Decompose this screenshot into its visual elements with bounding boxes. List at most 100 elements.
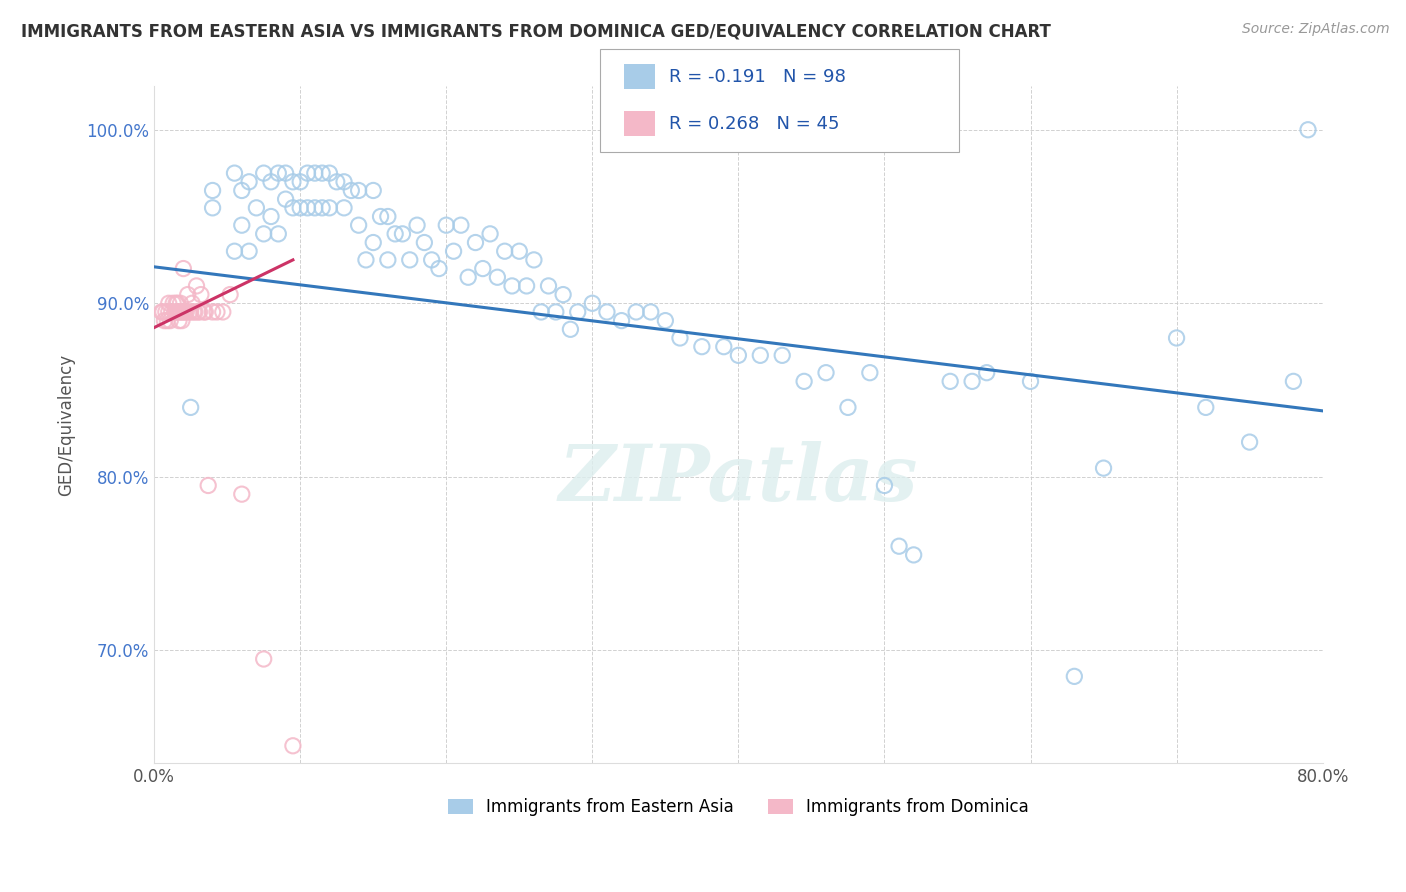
Point bbox=[160, 305, 183, 319]
Point bbox=[610, 313, 633, 327]
Point bbox=[333, 201, 356, 215]
Point bbox=[873, 478, 896, 492]
Point bbox=[516, 279, 538, 293]
Point bbox=[174, 305, 197, 319]
Point bbox=[150, 305, 173, 319]
Point bbox=[290, 201, 312, 215]
Point bbox=[238, 175, 260, 189]
Point bbox=[1092, 461, 1115, 475]
Point bbox=[177, 287, 200, 301]
Point bbox=[165, 296, 187, 310]
Point bbox=[669, 331, 692, 345]
Point bbox=[194, 305, 217, 319]
Point bbox=[267, 166, 290, 180]
Point bbox=[165, 305, 187, 319]
Point bbox=[770, 348, 793, 362]
Point bbox=[544, 305, 567, 319]
Point bbox=[297, 201, 319, 215]
Point bbox=[471, 261, 494, 276]
Point bbox=[508, 244, 530, 259]
Point bbox=[159, 313, 181, 327]
Point bbox=[450, 218, 472, 232]
Point bbox=[197, 478, 219, 492]
Point bbox=[434, 218, 457, 232]
Point bbox=[162, 296, 184, 310]
Point bbox=[377, 252, 399, 267]
Point bbox=[169, 296, 191, 310]
Point bbox=[654, 313, 676, 327]
Text: IMMIGRANTS FROM EASTERN ASIA VS IMMIGRANTS FROM DOMINICA GED/EQUIVALENCY CORRELA: IMMIGRANTS FROM EASTERN ASIA VS IMMIGRAN… bbox=[21, 22, 1050, 40]
Point bbox=[180, 305, 202, 319]
Point bbox=[793, 375, 815, 389]
Point bbox=[384, 227, 406, 241]
Point bbox=[560, 322, 582, 336]
Point bbox=[245, 201, 267, 215]
Point bbox=[1282, 375, 1305, 389]
Point bbox=[156, 313, 179, 327]
Point bbox=[201, 305, 224, 319]
Point bbox=[290, 175, 312, 189]
Point bbox=[457, 270, 479, 285]
Point bbox=[903, 548, 925, 562]
Point bbox=[190, 287, 212, 301]
Legend: Immigrants from Eastern Asia, Immigrants from Dominica: Immigrants from Eastern Asia, Immigrants… bbox=[441, 791, 1035, 822]
Point bbox=[727, 348, 749, 362]
Text: ZIPatlas: ZIPatlas bbox=[558, 441, 918, 517]
Point bbox=[157, 305, 180, 319]
Point bbox=[183, 305, 205, 319]
Point bbox=[960, 375, 983, 389]
Text: R = -0.191   N = 98: R = -0.191 N = 98 bbox=[669, 68, 846, 86]
Point bbox=[224, 244, 246, 259]
Point bbox=[253, 166, 276, 180]
Point bbox=[152, 305, 174, 319]
Point bbox=[1239, 435, 1261, 450]
Point bbox=[297, 166, 319, 180]
Point bbox=[267, 227, 290, 241]
Point bbox=[170, 313, 193, 327]
Point bbox=[347, 184, 370, 198]
Point bbox=[304, 201, 326, 215]
Point bbox=[361, 184, 384, 198]
Point bbox=[494, 244, 516, 259]
Point bbox=[624, 305, 647, 319]
Point bbox=[231, 218, 253, 232]
Point bbox=[211, 305, 233, 319]
Point bbox=[304, 166, 326, 180]
Point bbox=[172, 305, 194, 319]
Point bbox=[167, 305, 190, 319]
Point bbox=[231, 184, 253, 198]
Point bbox=[173, 305, 195, 319]
Point bbox=[318, 166, 340, 180]
Point bbox=[887, 539, 910, 553]
Point bbox=[567, 305, 589, 319]
Point bbox=[537, 279, 560, 293]
Point bbox=[1166, 331, 1188, 345]
Point bbox=[205, 305, 228, 319]
Point bbox=[181, 296, 204, 310]
Point bbox=[361, 235, 384, 250]
Point bbox=[201, 201, 224, 215]
Point bbox=[443, 244, 465, 259]
Point bbox=[219, 287, 242, 301]
Point bbox=[170, 305, 193, 319]
Point bbox=[253, 652, 276, 666]
Point bbox=[354, 252, 377, 267]
Point bbox=[180, 401, 202, 415]
Point bbox=[167, 313, 190, 327]
Point bbox=[640, 305, 662, 319]
Point bbox=[281, 201, 304, 215]
Point bbox=[184, 305, 207, 319]
Point bbox=[201, 184, 224, 198]
Point bbox=[815, 366, 838, 380]
Point bbox=[188, 305, 211, 319]
Point bbox=[1195, 401, 1218, 415]
Point bbox=[311, 201, 333, 215]
Point bbox=[281, 739, 304, 753]
Point bbox=[187, 305, 209, 319]
Point bbox=[413, 235, 436, 250]
Point bbox=[749, 348, 772, 362]
Point bbox=[976, 366, 998, 380]
Point bbox=[347, 218, 370, 232]
Point bbox=[333, 175, 356, 189]
Point bbox=[224, 166, 246, 180]
